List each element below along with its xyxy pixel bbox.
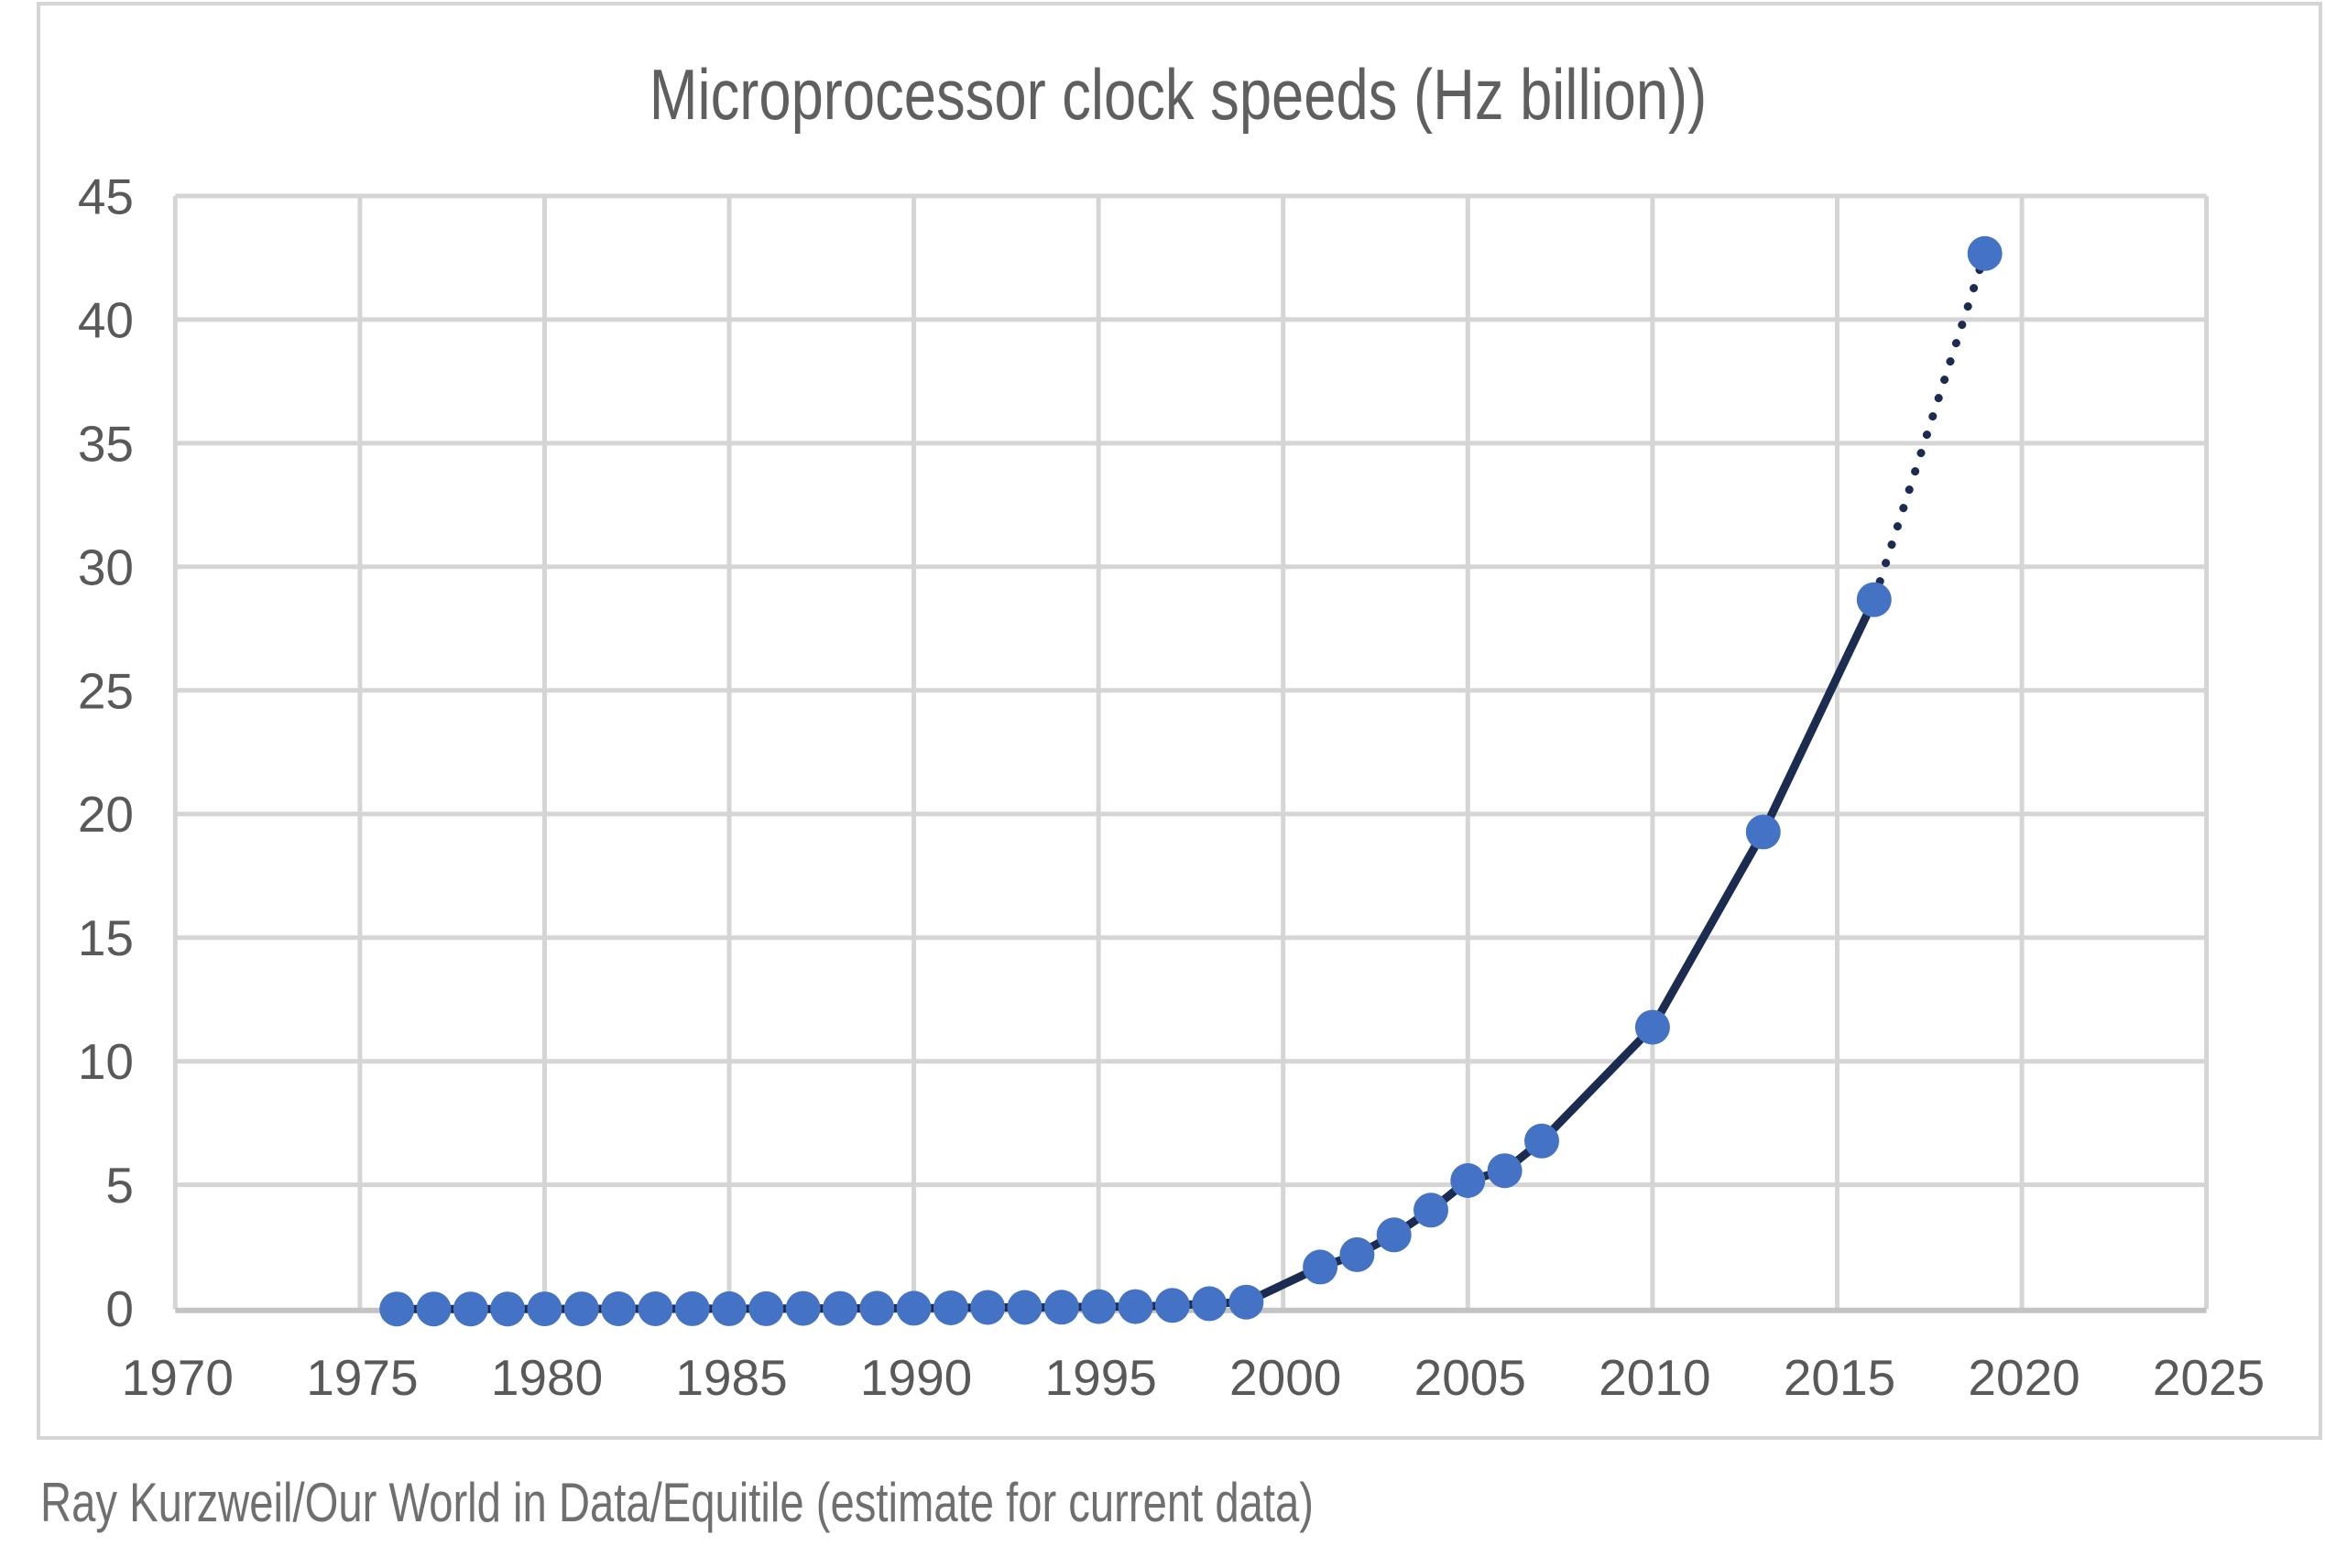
- svg-text:1975: 1975: [306, 1349, 418, 1406]
- svg-text:2000: 2000: [1229, 1349, 1341, 1406]
- svg-text:15: 15: [78, 909, 134, 966]
- svg-text:45: 45: [78, 169, 134, 225]
- svg-text:2025: 2025: [2153, 1349, 2265, 1406]
- svg-text:5: 5: [105, 1157, 134, 1214]
- svg-text:2015: 2015: [1784, 1349, 1895, 1406]
- svg-text:20: 20: [78, 786, 134, 843]
- svg-text:1990: 1990: [860, 1349, 972, 1406]
- svg-text:35: 35: [78, 415, 134, 472]
- svg-text:30: 30: [78, 539, 134, 595]
- svg-text:2005: 2005: [1414, 1349, 1526, 1406]
- svg-text:10: 10: [78, 1033, 134, 1090]
- svg-text:1970: 1970: [122, 1349, 234, 1406]
- svg-text:25: 25: [78, 662, 134, 719]
- svg-text:1995: 1995: [1045, 1349, 1157, 1406]
- svg-text:40: 40: [78, 291, 134, 348]
- svg-text:2020: 2020: [1968, 1349, 2079, 1406]
- svg-text:1980: 1980: [491, 1349, 603, 1406]
- svg-text:1985: 1985: [675, 1349, 787, 1406]
- svg-text:2010: 2010: [1599, 1349, 1710, 1406]
- svg-text:0: 0: [105, 1280, 134, 1337]
